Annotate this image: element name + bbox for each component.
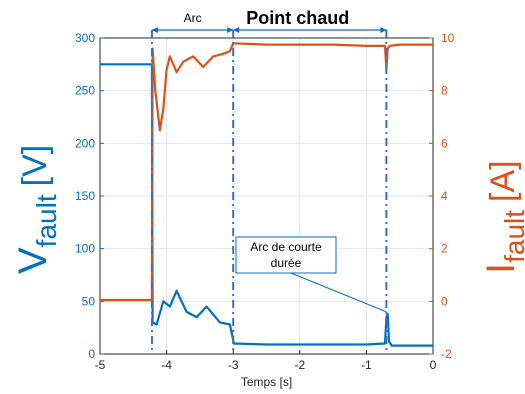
arc-arrow-head-left [151, 27, 158, 33]
y-right-tick-label-4: 6 [441, 136, 448, 150]
x-tick-label-3: -2 [294, 358, 305, 372]
short-arc-callout-line1: Arc de courte [250, 240, 322, 254]
y-left-tick-label-1: 50 [82, 294, 96, 308]
y-left-tick-label-2: 100 [75, 242, 95, 256]
y-right-tick-label-0: -2 [441, 347, 452, 361]
y-right-label-unit: [A] [484, 160, 522, 202]
y-right-tick-label-5: 8 [441, 84, 448, 98]
y-left-tick-label-4: 200 [75, 136, 95, 150]
series-layer [100, 42, 433, 347]
x-tick-label-2: -3 [228, 358, 239, 372]
y-left-tick-label-0: 0 [88, 347, 95, 361]
y-right-tick-label-2: 2 [441, 242, 448, 256]
arc-label: Arc [184, 11, 202, 25]
point-chaud-arrow-head-left [233, 27, 240, 33]
y-right-tick-label-6: 10 [441, 31, 455, 45]
short-arc-callout-box [235, 236, 337, 274]
point-chaud-label: Point chaud [246, 8, 349, 28]
y-left-label-main: V [11, 247, 55, 274]
y-right-tick-label-1: 0 [441, 294, 448, 308]
y-right-tick-label-3: 4 [441, 189, 448, 203]
y-left-axis-label: Vfault [V] [11, 145, 62, 274]
series-voltage-line [100, 63, 433, 347]
y-right-axis-label: Ifault [A] [479, 160, 525, 274]
x-axis-ticks: -5 -4 -3 -2 -1 0 [95, 350, 437, 372]
y-left-tick-label-3: 150 [75, 189, 95, 203]
short-arc-callout-pointer [290, 272, 387, 313]
y-left-axis-ticks: 0 50 100 150 200 250 300 [75, 31, 104, 361]
y-left-tick-label-5: 250 [75, 84, 95, 98]
y-right-axis-ticks: -2 0 2 4 6 8 10 [429, 31, 455, 361]
annotations: Arc Point chaud Arc de courte durée [151, 8, 387, 313]
short-arc-callout-line2: durée [271, 256, 302, 270]
point-chaud-arrow-head-right [380, 27, 387, 33]
x-tick-label-5: 0 [430, 358, 437, 372]
grid [99, 37, 434, 355]
x-tick-label-0: -5 [95, 358, 106, 372]
y-left-label-sub: fault [31, 194, 62, 247]
x-axis-label: Temps [s] [241, 375, 292, 389]
y-left-tick-label-6: 300 [75, 31, 95, 45]
x-tick-label-4: -1 [361, 358, 372, 372]
arc-arrow-head-right [227, 27, 234, 33]
y-right-label-sub: fault [499, 210, 525, 263]
y-left-label-unit: [V] [16, 145, 54, 187]
vertical-markers [150, 30, 388, 354]
x-tick-label-1: -4 [161, 358, 172, 372]
y-right-label-main: I [479, 263, 523, 274]
